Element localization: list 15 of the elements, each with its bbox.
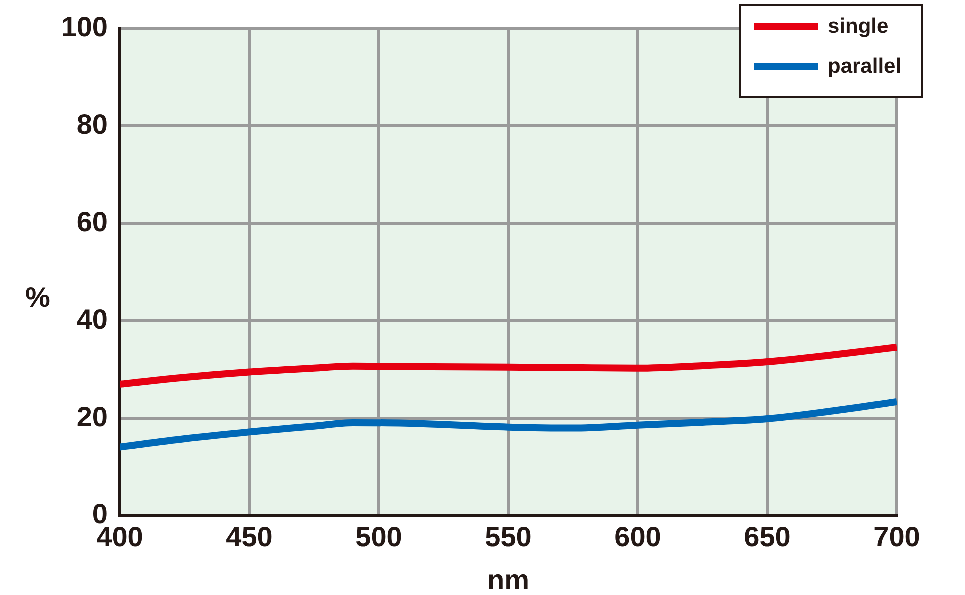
- x-tick-label: 500: [356, 522, 402, 553]
- x-tick-label: 450: [226, 522, 273, 553]
- x-axis-title: nm: [488, 564, 530, 595]
- x-tick-label: 650: [744, 522, 791, 553]
- y-tick-label: 80: [76, 108, 108, 140]
- y-tick-label: 60: [76, 206, 108, 238]
- y-axis-title: %: [26, 282, 51, 314]
- y-tick-label: 20: [76, 401, 108, 432]
- x-tick-label: 700: [874, 522, 920, 553]
- y-tick-label: 100: [61, 12, 108, 43]
- x-tick-label: 600: [614, 522, 662, 553]
- legend-label: single: [828, 14, 889, 38]
- legend-label: parallel: [828, 54, 902, 78]
- x-tick-label: 550: [485, 522, 532, 553]
- y-tick-label: 40: [76, 304, 108, 335]
